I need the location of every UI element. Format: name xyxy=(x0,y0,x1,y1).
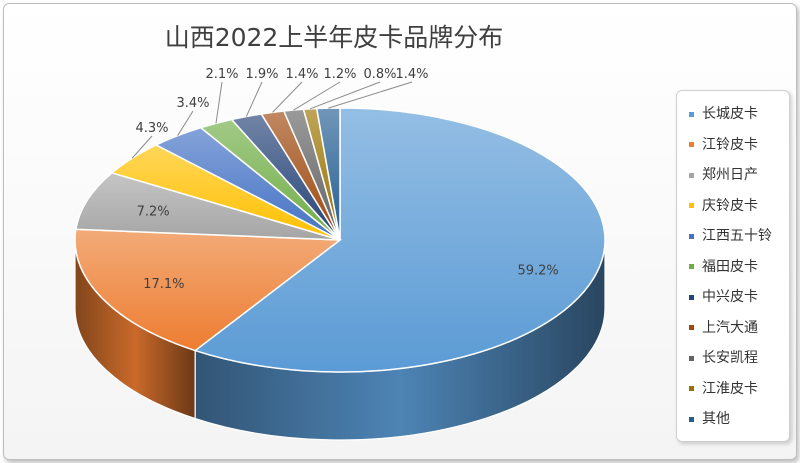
legend-swatch xyxy=(689,142,694,147)
legend-item-1: 江铃皮卡 xyxy=(689,134,758,154)
legend-label: 郑州日产 xyxy=(702,167,758,183)
legend-swatch xyxy=(689,111,694,117)
legend-label: 江铃皮卡 xyxy=(702,136,758,153)
legend-label: 中兴皮卡 xyxy=(702,289,758,305)
pie-slice-10 xyxy=(315,107,341,241)
pie-slice-2 xyxy=(75,171,341,241)
legend-item-3: 庆铃皮卡 xyxy=(689,195,758,215)
data-label-3: 4.3% xyxy=(135,121,168,136)
leader-line-9 xyxy=(309,81,381,110)
legend-swatch xyxy=(689,355,694,361)
leader-line-10 xyxy=(328,81,413,109)
legend-label: 长城皮卡 xyxy=(702,106,758,122)
legend-swatch xyxy=(689,233,694,239)
legend-label: 庆铃皮卡 xyxy=(702,197,758,214)
legend-item-8: 长安凯程 xyxy=(689,347,758,367)
leader-line-3 xyxy=(131,135,153,159)
leader-line-5 xyxy=(215,81,223,124)
data-label-9: 0.8% xyxy=(363,67,396,82)
data-label-1: 17.1% xyxy=(143,277,184,292)
legend-swatch xyxy=(689,294,694,300)
legend-label: 福田皮卡 xyxy=(702,258,758,275)
data-label-5: 2.1% xyxy=(205,67,238,82)
leader-line-6 xyxy=(245,81,263,117)
legend-item-10: 其他 xyxy=(689,408,730,428)
leader-line-8 xyxy=(293,81,341,111)
data-label-7: 1.4% xyxy=(285,67,318,82)
leader-line-4 xyxy=(177,110,194,136)
data-label-4: 3.4% xyxy=(176,96,209,111)
data-label-2: 7.2% xyxy=(137,204,170,219)
legend-item-2: 郑州日产 xyxy=(689,164,758,184)
legend-item-7: 上汽大通 xyxy=(689,317,758,337)
data-label-10: 1.4% xyxy=(395,67,428,82)
data-label-6: 1.9% xyxy=(245,67,278,82)
legend-label: 江淮皮卡 xyxy=(702,380,758,397)
legend-label: 长安凯程 xyxy=(702,350,758,366)
legend-item-0: 长城皮卡 xyxy=(689,103,758,123)
pie-slice-0 xyxy=(193,107,606,373)
legend-item-9: 江淮皮卡 xyxy=(689,378,758,398)
legend-label: 其他 xyxy=(702,411,730,427)
legend-swatch xyxy=(689,416,694,422)
chart-title: 山西2022上半年皮卡品牌分布 xyxy=(164,23,504,52)
chart-legend: 长城皮卡江铃皮卡郑州日产庆铃皮卡江西五十铃福田皮卡中兴皮卡上汽大通长安凯程江淮皮… xyxy=(676,90,790,442)
pie-slice-1 xyxy=(74,228,343,352)
legend-swatch xyxy=(689,325,694,330)
legend-swatch xyxy=(689,172,694,178)
legend-label: 上汽大通 xyxy=(702,319,758,336)
data-label-0: 59.2% xyxy=(517,263,558,278)
legend-item-5: 福田皮卡 xyxy=(689,256,758,276)
leader-line-7 xyxy=(272,81,303,113)
data-label-8: 1.2% xyxy=(323,67,356,82)
legend-item-4: 江西五十铃 xyxy=(689,225,772,245)
legend-swatch xyxy=(689,386,694,391)
legend-item-6: 中兴皮卡 xyxy=(689,286,758,306)
legend-swatch xyxy=(689,203,694,208)
legend-swatch xyxy=(689,264,694,269)
legend-label: 江西五十铃 xyxy=(702,228,772,244)
